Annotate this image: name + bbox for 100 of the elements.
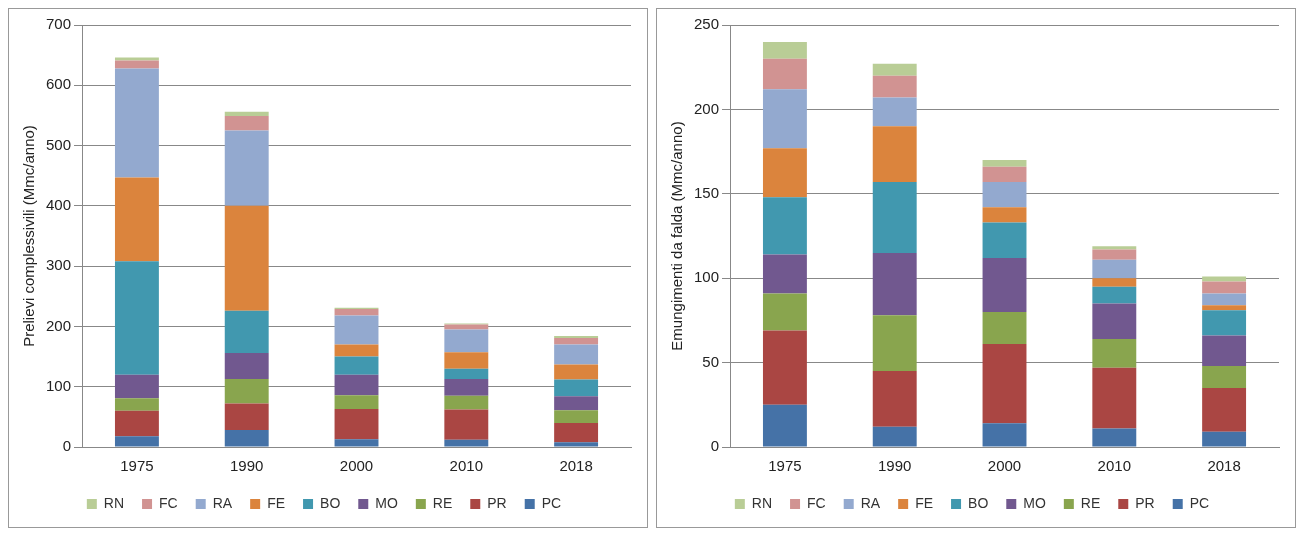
x-tick-label: 2018 [1207,457,1241,475]
bar [982,257,1027,312]
bar [1202,305,1247,311]
bar [762,330,807,405]
y-tick-label: 600 [46,75,72,93]
bar [762,404,807,447]
legend-label: PR [487,494,507,511]
bar [444,409,489,440]
legend-label: RN [751,494,773,511]
legend-label: FE [267,494,286,511]
y-tick-label: 300 [46,256,72,274]
bar [762,89,807,149]
bar [1092,286,1137,304]
bar [554,344,599,365]
x-tick-label: 2000 [339,457,374,475]
y-tick-label: 700 [46,15,72,33]
bar [444,352,489,369]
bar [444,329,489,353]
bar [334,374,379,396]
bar [982,222,1027,258]
legend-label: MO [1023,494,1046,511]
bar [762,293,807,331]
y-tick-label: 250 [694,15,720,33]
bar [114,410,159,437]
y-tick-label: 200 [46,316,72,334]
bar [872,63,917,76]
bar [1092,249,1137,260]
bar [334,409,379,440]
bar [1092,428,1137,447]
y-tick-label: 100 [694,268,720,286]
legend-label: MO [375,494,398,511]
bar [114,398,159,411]
bar [1202,365,1247,388]
bar [444,395,489,410]
x-tick-label: 2018 [559,457,593,475]
legend-label: PR [1135,494,1155,511]
y-axis-title: Prelievi complessivili (Mmc/anno) [20,125,38,347]
x-tick-label: 1975 [120,457,154,475]
bar [114,374,159,399]
bar [224,205,269,311]
y-tick-label: 100 [46,376,72,394]
legend-label: FE [915,494,934,511]
bar [334,315,379,345]
bar [762,197,807,255]
bar [224,430,269,447]
y-tick-label: 150 [694,183,720,201]
bar [334,439,379,447]
bar [334,308,379,316]
bar [444,439,489,447]
legend-label: FC [159,494,178,511]
bar [334,344,379,357]
bar [1202,387,1247,432]
bar [872,315,917,372]
x-tick-label: 1990 [878,457,912,475]
legend-label: PC [541,494,562,511]
bar [554,364,599,380]
bar [872,252,917,316]
bar [224,111,269,117]
bar [1092,278,1137,287]
bar [114,261,159,375]
bar [982,344,1027,424]
bar [444,368,489,379]
bar [762,41,807,59]
bar [554,379,599,397]
bar [114,68,159,178]
bar [762,58,807,90]
bar [872,181,917,253]
bar [1092,246,1137,250]
bar [554,337,599,345]
y-tick-label: 50 [702,352,720,370]
bar [1092,303,1137,339]
bar [1202,276,1247,282]
bar [982,181,1027,208]
bar [762,254,807,294]
legend-label: PC [1189,494,1210,511]
bar [872,75,917,98]
x-tick-label: 1975 [768,457,802,475]
legend-label: BO [320,494,341,511]
legend-label: RA [212,494,233,511]
bar [114,57,159,61]
bar [554,422,599,443]
bar [982,160,1027,167]
bar [114,436,159,447]
bar [872,371,917,427]
bar [224,403,269,431]
bar [1202,431,1247,447]
bar [224,116,269,131]
bar [554,410,599,423]
bar [762,148,807,198]
bar [554,442,599,447]
bar [224,130,269,206]
y-tick-label: 500 [46,135,72,153]
bar [982,311,1027,345]
bar [224,378,269,404]
y-tick-label: 0 [62,437,72,455]
x-tick-label: 2010 [1097,457,1131,475]
bar [334,356,379,375]
bar [1092,259,1137,279]
y-tick-label: 0 [710,437,720,455]
bar [1202,335,1247,366]
